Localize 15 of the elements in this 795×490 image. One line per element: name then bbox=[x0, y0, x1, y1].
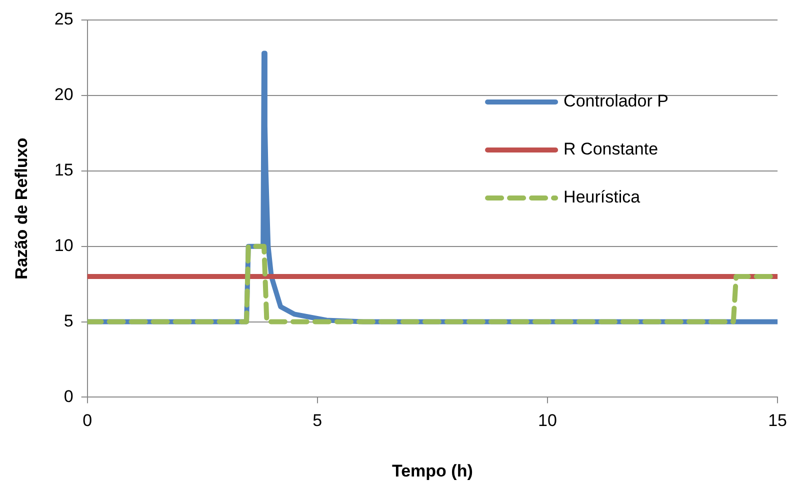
legend-label: R Constante bbox=[564, 140, 658, 159]
x-tick-label: 10 bbox=[538, 411, 557, 430]
legend-label: Heurística bbox=[564, 188, 641, 207]
y-tick-label: 0 bbox=[64, 386, 74, 406]
y-tick-label: 10 bbox=[54, 236, 74, 256]
x-tick-label: 5 bbox=[312, 411, 322, 430]
y-axis-title: Razão de Refluxo bbox=[12, 138, 31, 280]
y-tick-label: 25 bbox=[54, 10, 74, 29]
x-tick-label: 15 bbox=[768, 411, 788, 430]
y-tick-label: 5 bbox=[64, 311, 74, 330]
y-tick-label: 20 bbox=[54, 85, 74, 104]
legend-label: Controlador P bbox=[564, 92, 668, 111]
x-axis-title: Tempo (h) bbox=[392, 461, 473, 480]
y-tick-label: 15 bbox=[54, 160, 74, 180]
x-tick-label: 0 bbox=[82, 411, 92, 430]
